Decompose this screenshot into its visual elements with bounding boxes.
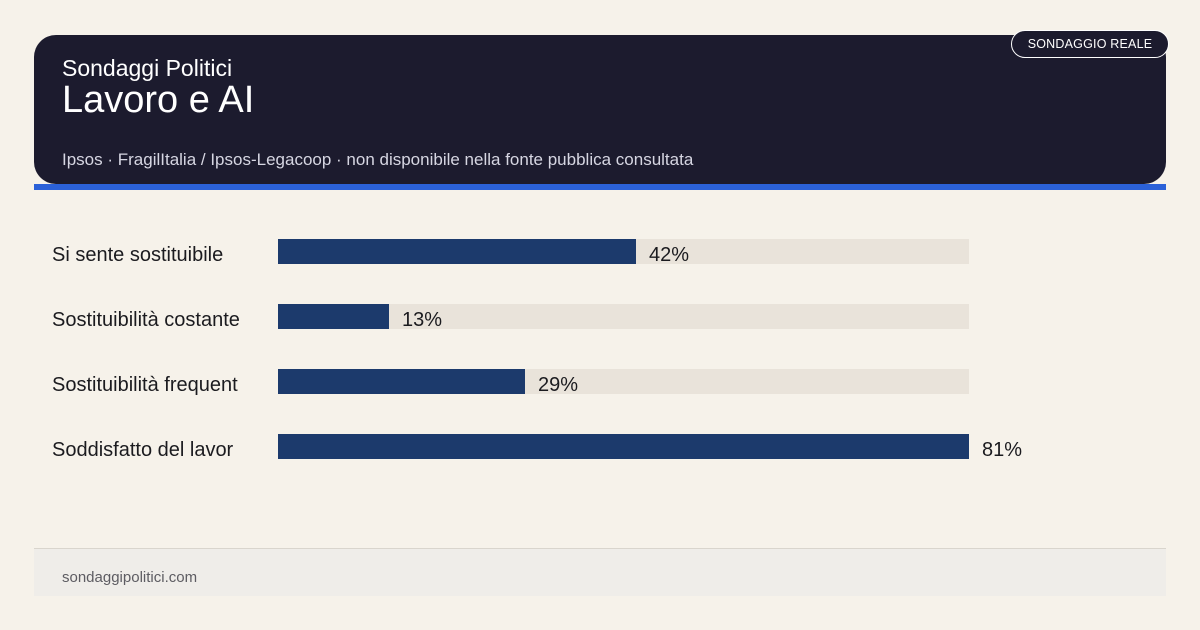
bar-row: Si sente sostituibile 42%: [52, 239, 1052, 266]
bar-track: [278, 304, 969, 329]
category-label: Sostituibilità frequent: [52, 374, 238, 396]
accent-divider: [34, 184, 1166, 190]
bar: [278, 304, 389, 329]
bar: [278, 434, 969, 459]
value-label: 42%: [649, 244, 690, 266]
source-subtitle: Ipsos · FragilItalia / Ipsos-Legacoop · …: [62, 150, 694, 169]
page-title: Lavoro e AI: [62, 79, 255, 121]
header-panel: Sondaggi Politici Lavoro e AI Ipsos · Fr…: [34, 35, 1166, 184]
category-label: Soddisfatto del lavor: [52, 439, 234, 461]
bar-row: Sostituibilità frequent 29%: [52, 369, 1052, 396]
bar-row: Soddisfatto del lavor 81%: [52, 434, 1052, 461]
bar: [278, 239, 636, 264]
value-label: 81%: [982, 439, 1023, 461]
bar-row: Sostituibilità costante 13%: [52, 304, 1052, 331]
real-poll-badge: SONDAGGIO REALE: [1011, 30, 1169, 58]
category-label: Si sente sostituibile: [52, 244, 224, 266]
category-label: Sostituibilità costante: [52, 309, 240, 331]
bar-track: [278, 239, 969, 264]
value-label: 29%: [538, 374, 579, 396]
bar: [278, 369, 525, 394]
bar-track: [278, 434, 969, 459]
value-label: 13%: [402, 309, 443, 331]
footer-site-link[interactable]: sondaggipolitici.com: [62, 569, 198, 586]
brand-name: Sondaggi Politici: [62, 55, 233, 81]
footer: sondaggipolitici.com: [34, 548, 1166, 596]
bar-track: [278, 369, 969, 394]
